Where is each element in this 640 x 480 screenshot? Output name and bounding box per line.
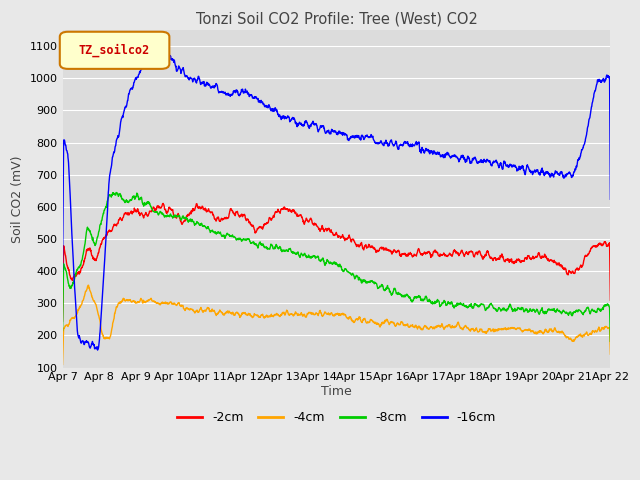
Text: TZ_soilco2: TZ_soilco2	[79, 44, 150, 57]
FancyBboxPatch shape	[60, 32, 170, 69]
Title: Tonzi Soil CO2 Profile: Tree (West) CO2: Tonzi Soil CO2 Profile: Tree (West) CO2	[196, 11, 477, 26]
Legend: -2cm, -4cm, -8cm, -16cm: -2cm, -4cm, -8cm, -16cm	[172, 406, 501, 429]
Y-axis label: Soil CO2 (mV): Soil CO2 (mV)	[11, 155, 24, 242]
X-axis label: Time: Time	[321, 385, 352, 398]
